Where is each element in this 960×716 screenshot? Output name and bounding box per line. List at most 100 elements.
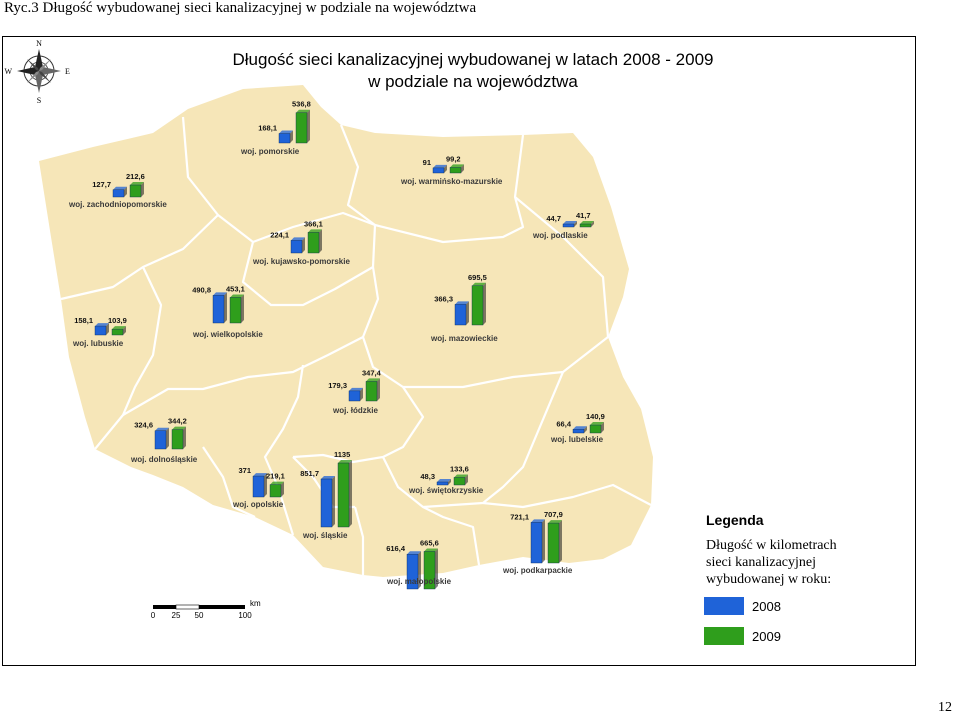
bar-2009 [295,109,310,144]
border-malopolskie-podkarpackie [422,506,481,566]
region-group: 224,1 366,1 woj. kujawsko-pomorskie [252,219,350,266]
country-shape [39,85,653,577]
region-group: 158,1 103,9 woj. lubuskie [72,316,127,348]
bar-2009 [129,182,144,198]
legend-title: Legenda [706,512,764,528]
bar-2008 [212,292,227,324]
value-label-2008: 371 [238,466,251,475]
legend-desc-line1: Długość w kilometrach [706,538,837,553]
region-name-label: woj. podkarpackie [502,566,573,575]
region-name-label: woj. lubuskie [72,339,124,348]
border-dolnoslaskie-opolskie [202,446,256,519]
legend-label-2008: 2008 [752,599,781,614]
legend-swatch-2008 [704,597,744,615]
value-label-2009: 212,6 [126,172,145,181]
region-name-label: woj. lubelskie [550,435,604,444]
region-group: 721,1 707,9 woj. podkarpackie [502,510,573,575]
compass-s: S [37,96,41,105]
bar-2008 [406,551,421,590]
value-label-2008: 490,8 [192,285,211,294]
value-label-2008: 616,4 [386,544,406,553]
region-group: 366,3 695,5 woj. mazowieckie [430,273,498,343]
value-label-2008: 48,3 [420,472,435,481]
value-label-2009: 536,8 [292,100,311,109]
bar-2009 [589,422,604,434]
bar-2009 [229,294,244,324]
bar-2008 [432,164,447,174]
value-label-2008: 158,1 [74,316,93,325]
value-label-2009: 344,2 [168,417,187,426]
bar-2008 [154,427,169,450]
value-label-2009: 219,1 [266,472,285,481]
region-name-label: woj. wielkopolskie [192,330,263,339]
compass-e: E [65,67,70,76]
legend: Legenda Długość w kilometrach sieci kana… [704,512,837,645]
bar-2008 [94,323,109,336]
value-label-2009: 347,4 [362,368,382,377]
region-group: 48,3 133,6 woj. świętokrzyskie [408,464,484,495]
legend-swatch-2009 [704,627,744,645]
bar-2009 [337,460,352,528]
map-frame: Długość sieci kanalizacyjnej wybudowanej… [2,36,916,666]
region-name-label: woj. świętokrzyskie [408,486,484,495]
bar-2008 [530,519,545,564]
scale-tick-100: 100 [238,611,252,620]
region-name-label: woj. łódzkie [332,406,378,415]
region-name-label: woj. kujawsko-pomorskie [252,257,350,266]
border-zachodniopomorskie-pomorskie [181,116,254,243]
value-label-2009: 41,7 [576,211,591,220]
value-label-2009: 453,1 [226,284,245,293]
map-canvas: Długość sieci kanalizacyjnej wybudowanej… [4,39,837,645]
border-podlaskie-mazowieckie [514,196,610,338]
legend-desc-line2: sieci kanalizacyjnej [706,555,816,570]
region-name-label: woj. opolskie [232,500,284,509]
value-label-2008: 851,7 [300,469,319,478]
region-group: 66,4 140,9 woj. lubelskie [550,412,605,444]
figure-caption: Ryc.3 Długość wybudowanej sieci kanaliza… [4,0,477,16]
region-group: 91 99,2 woj. warmińsko-mazurskie [400,154,503,186]
border-mazowieckie-lubelskie [403,336,609,389]
value-label-2009: 99,2 [446,154,461,163]
value-label-2008: 168,1 [258,124,277,133]
legend-desc-line3: wybudowanej w roku: [706,572,831,587]
bar-2008 [290,237,305,254]
region-group: 490,8 453,1 woj. wielkopolskie [192,284,263,339]
value-label-2009: 665,6 [420,538,439,547]
value-label-2009: 1135 [334,450,350,459]
bar-2009 [269,481,284,498]
bar-2009 [365,378,380,402]
value-label-2008: 66,4 [556,419,571,428]
map-title-line2: w podziale na województwa [367,72,578,91]
region-name-label: woj. pomorskie [240,147,300,156]
legend-label-2009: 2009 [752,629,781,644]
border-kujawsko-wielkopolskie [241,241,374,307]
value-label-2009: 140,9 [586,412,605,421]
value-label-2009: 103,9 [108,316,127,325]
scale-bar: km 0 25 50 100 [151,599,261,620]
region-group: 324,6 344,2 woj. dolnośląskie [130,417,198,464]
bar-2009 [471,282,486,326]
border-slaskie-malopolskie [353,506,365,575]
region-name-label: woj. podlaskie [532,231,588,240]
region-group: 179,3 347,4 woj. łódzkie [328,368,381,415]
bar-2008 [348,387,363,402]
bar-2008 [562,221,577,228]
regions-layer: 168,1 536,8 woj. pomorskie 91 99,2 woj. warmi… [68,100,605,590]
bar-2008 [320,475,335,528]
bar-2008 [572,426,587,434]
compass-rose-icon: N S E W [4,39,70,105]
value-label-2008: 324,6 [134,421,153,430]
region-name-label: woj. warmińsko-mazurskie [400,177,503,186]
region-group: 851,7 1135 woj. śląskie [300,450,352,540]
region-name-label: woj. małopolskie [386,577,452,586]
border-wielkopolskie-dolnoslaskie [122,336,364,416]
value-label-2008: 44,7 [546,214,561,223]
scale-tick-25: 25 [172,611,181,620]
scale-tick-50: 50 [195,611,204,620]
value-label-2008: 224,1 [270,230,289,239]
bar-2009 [423,548,438,590]
border-pomorskie-kujawsko [252,211,377,268]
value-label-2008: 721,1 [510,512,529,521]
compass-w: W [4,67,12,76]
value-label-2009: 695,5 [468,273,487,282]
